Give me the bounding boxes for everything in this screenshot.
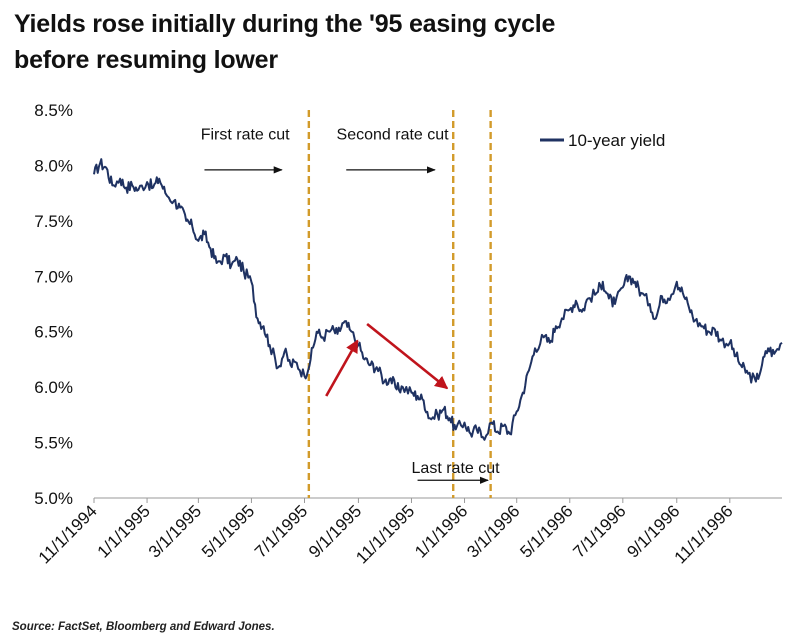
y-tick-label: 6.0% [34,378,73,397]
x-tick-label: 11/1/1994 [35,501,101,567]
x-tick-label: 3/1/1995 [145,501,205,561]
chart-title-line-1: Yields rose initially during the '95 eas… [14,10,556,38]
y-tick-label: 6.5% [34,323,73,342]
chart-title-line-2: before resuming lower [14,46,278,74]
x-tick-label: 11/1/1996 [671,501,737,567]
trend-arrow [366,322,449,390]
x-tick-label: 5/1/1995 [198,501,258,561]
x-tick-label: 3/1/1996 [463,501,523,561]
x-tick-label: 7/1/1995 [251,501,311,561]
x-tick-label: 7/1/1996 [569,501,629,561]
y-tick-label: 7.5% [34,212,73,231]
legend: 10-year yield [540,131,665,150]
source-note: Source: FactSet, Bloomberg and Edward Jo… [12,621,275,633]
annotation-label: First rate cut [201,126,290,143]
series-line-10-year-yield [93,158,783,441]
annotation-label: Second rate cut [337,126,450,143]
y-tick-label: 8.5% [34,101,73,120]
x-tick-label: 11/1/1995 [352,501,418,567]
annotation-label: Last rate cut [412,460,501,477]
y-tick-label: 5.5% [34,434,73,453]
y-tick-label: 8.0% [34,156,73,175]
trend-arrow [325,339,359,397]
x-tick-label: 5/1/1996 [516,501,576,561]
y-tick-label: 5.0% [34,489,73,508]
y-tick-label: 7.0% [34,267,73,286]
x-tick-label: 1/1/1995 [94,501,154,561]
legend-label: 10-year yield [568,131,665,150]
x-tick-label: 1/1/1996 [411,501,471,561]
chart-title: Yields rose initially during the '95 eas… [14,6,754,78]
